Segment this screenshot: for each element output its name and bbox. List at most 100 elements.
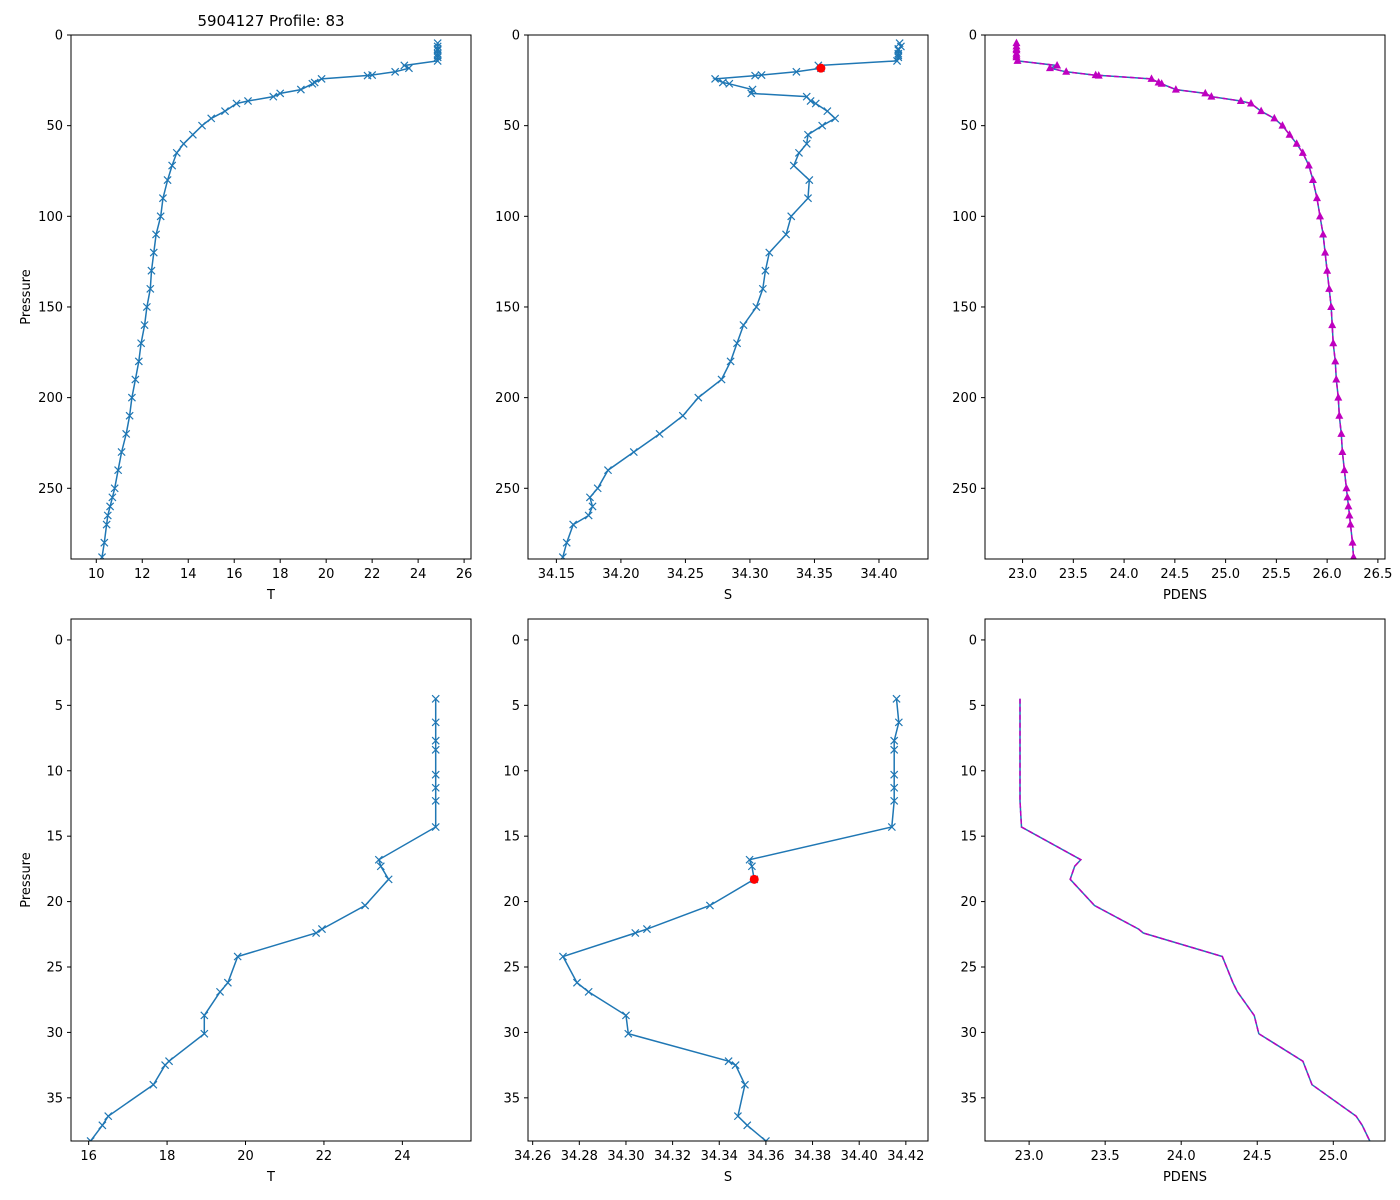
data-point-triangle: [1278, 121, 1287, 129]
data-point-x: [149, 1080, 158, 1089]
data-point-triangle: [1157, 79, 1166, 87]
x-tick-label: 18: [272, 567, 289, 582]
y-tick-label: 15: [503, 830, 520, 845]
y-tick-label: 100: [952, 210, 977, 225]
data-point-x: [584, 987, 593, 996]
data-point-triangle: [1053, 60, 1062, 69]
x-tick-label: 16: [80, 1149, 97, 1164]
x-tick-label: 20: [318, 567, 335, 582]
x-tick-label: 34.34: [701, 1149, 738, 1164]
data-point-x: [757, 71, 766, 80]
data-point-x: [629, 447, 638, 457]
y-tick-label: 30: [503, 1026, 520, 1041]
data-point-x: [400, 61, 409, 70]
x-tick-label: 24: [394, 1149, 411, 1164]
data-point-x: [782, 230, 791, 239]
data-point-x: [431, 745, 440, 754]
data-point-triangle: [1343, 492, 1352, 501]
data-point-x: [678, 411, 687, 420]
x-tick-label: 34.15: [538, 567, 575, 582]
data-point-x: [890, 745, 899, 754]
data-point-x: [198, 121, 207, 130]
y-tick-label: 150: [495, 300, 520, 315]
data-point-triangle: [1328, 320, 1337, 329]
x-tick-label: 14: [180, 567, 197, 582]
data-point-x: [117, 447, 126, 457]
data-point-x: [893, 56, 902, 65]
panels: 10 12 14 16 18 20 22 24 26050100150200250TPressu…: [19, 29, 1392, 1186]
y-tick-label: 0: [969, 633, 977, 648]
x-tick-label: 16: [226, 567, 243, 582]
data-point-triangle: [1340, 465, 1349, 474]
data-point-triangle: [1342, 483, 1351, 492]
data-point-x: [724, 1057, 733, 1066]
x-tick-label: 10: [88, 567, 105, 582]
data-point-x: [631, 928, 640, 938]
series-line: [101, 43, 439, 558]
data-layer: [98, 39, 442, 559]
x-tick-label: 26: [456, 567, 473, 582]
x-tick-label: 34.25: [667, 567, 704, 582]
axes-frame: [984, 34, 1386, 560]
data-point-x: [890, 736, 899, 745]
data-point-triangle: [1332, 374, 1341, 383]
series-line-dashed: [1015, 43, 1355, 558]
series-line-dashed: [1019, 698, 1371, 1141]
data-point-x: [131, 375, 140, 384]
data-point-x: [593, 484, 602, 493]
y-tick-label: 35: [503, 1091, 520, 1106]
data-point-x: [149, 248, 158, 257]
x-tick-label: 34.26: [514, 1149, 551, 1164]
panel-top-salinity: 34.15 34.20 34.25 34.30 34.35 34.40 0 50 100 150 2…: [495, 29, 929, 603]
data-point-x: [558, 553, 567, 559]
x-tick-label: 34.30: [731, 567, 768, 582]
data-point-x: [433, 49, 442, 58]
y-tick-label: 5: [55, 699, 63, 714]
x-tick-label: 34.38: [794, 1149, 831, 1164]
data-point-x: [431, 770, 440, 779]
data-point-triangle: [1298, 148, 1307, 156]
y-tick-label: 0: [969, 29, 977, 44]
x-tick-label: 23.0: [1008, 567, 1037, 582]
data-point-x: [168, 161, 177, 170]
data-point-x: [894, 718, 903, 727]
data-point-x: [140, 321, 149, 330]
data-point-x: [585, 493, 594, 502]
x-tick-label: 25.0: [1211, 567, 1240, 582]
y-ticks: 0 5 10 15 20 25 30 35: [960, 633, 985, 1106]
data-point-x: [761, 1136, 770, 1141]
y-tick-label: 5: [969, 699, 977, 714]
data-point-triangle: [1325, 284, 1334, 292]
axes-frame: [984, 618, 1386, 1142]
data-point-triangle: [1327, 302, 1336, 310]
x-tick-label: 34.40: [860, 567, 897, 582]
x-ticks: 23.0 23.5 24.0 24.5 25.0: [1015, 1141, 1348, 1164]
flagged-point: [749, 874, 759, 884]
x-tick-label: 34.40: [841, 1149, 878, 1164]
data-point-x: [694, 393, 703, 402]
data-point-x: [794, 148, 803, 157]
data-point-x: [142, 302, 151, 311]
y-tick-label: 0: [55, 633, 63, 648]
data-point-x: [172, 148, 181, 157]
data-point-x: [125, 411, 134, 420]
x-tick-label: 24.0: [1110, 567, 1139, 582]
data-point-x: [308, 79, 317, 88]
data-point-x: [431, 694, 440, 703]
x-tick-label: 24: [410, 567, 427, 582]
y-tick-label: 25: [503, 961, 520, 976]
y-tick-label: 35: [46, 1091, 63, 1106]
x-tick-label: 34.30: [607, 1149, 644, 1164]
x-axis-label: PDENS: [1163, 588, 1207, 603]
data-point-x: [747, 89, 756, 98]
data-point-x: [179, 139, 188, 148]
y-tick-label: 150: [38, 300, 63, 315]
x-tick-label: 24.0: [1167, 1149, 1196, 1164]
y-tick-label: 25: [960, 961, 977, 976]
y-tick-label: 10: [46, 764, 63, 779]
x-tick-label: 24.5: [1160, 567, 1189, 582]
data-point-triangle: [1337, 429, 1346, 437]
x-ticks: 34.15 34.20 34.25 34.30 34.35 34.40: [538, 559, 898, 582]
data-point-x: [152, 230, 161, 239]
x-ticks: 10 12 14 16 18 20 22 24 26: [88, 559, 472, 582]
